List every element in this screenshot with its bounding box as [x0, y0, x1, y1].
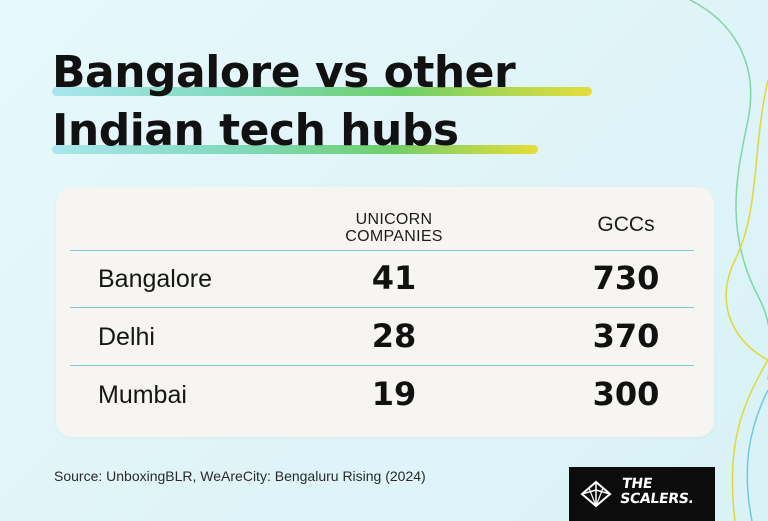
- the-scalers-logo: THE SCALERS.: [569, 467, 715, 521]
- source-caption: Source: UnboxingBLR, WeAreCity: Bengalur…: [54, 468, 426, 484]
- row-gcc-count: 300: [592, 375, 660, 413]
- row-gcc-count: 730: [592, 259, 660, 297]
- row-city: Mumbai: [98, 381, 187, 409]
- title-highlight-1: [52, 87, 592, 96]
- logo-wordmark: THE SCALERS.: [618, 476, 695, 507]
- table-divider: [70, 365, 694, 366]
- row-gcc-count: 370: [592, 317, 660, 355]
- page-title: Bangalore vs other Indian tech hubs: [52, 44, 592, 160]
- row-unicorn-count: 28: [371, 317, 417, 355]
- table-row: Bangalore 41 730: [56, 251, 714, 309]
- title-line-1: Bangalore vs other: [52, 44, 592, 102]
- column-header-gccs: GCCs: [597, 213, 655, 236]
- row-city: Bangalore: [98, 265, 212, 293]
- row-city: Delhi: [98, 323, 155, 351]
- title-highlight-2: [52, 145, 538, 154]
- table-divider: [70, 250, 694, 251]
- column-header-unicorn-companies: UNICORN COMPANIES: [345, 211, 443, 245]
- table-row: Mumbai 19 300: [56, 367, 714, 425]
- title-line-2: Indian tech hubs: [52, 102, 538, 160]
- table-divider: [70, 307, 694, 308]
- row-unicorn-count: 19: [371, 375, 417, 413]
- table-row: Delhi 28 370: [56, 309, 714, 367]
- diamond-logo-icon: [580, 480, 612, 508]
- row-unicorn-count: 41: [371, 259, 417, 297]
- comparison-table: UNICORN COMPANIES GCCs Bangalore 41 730 …: [56, 187, 714, 437]
